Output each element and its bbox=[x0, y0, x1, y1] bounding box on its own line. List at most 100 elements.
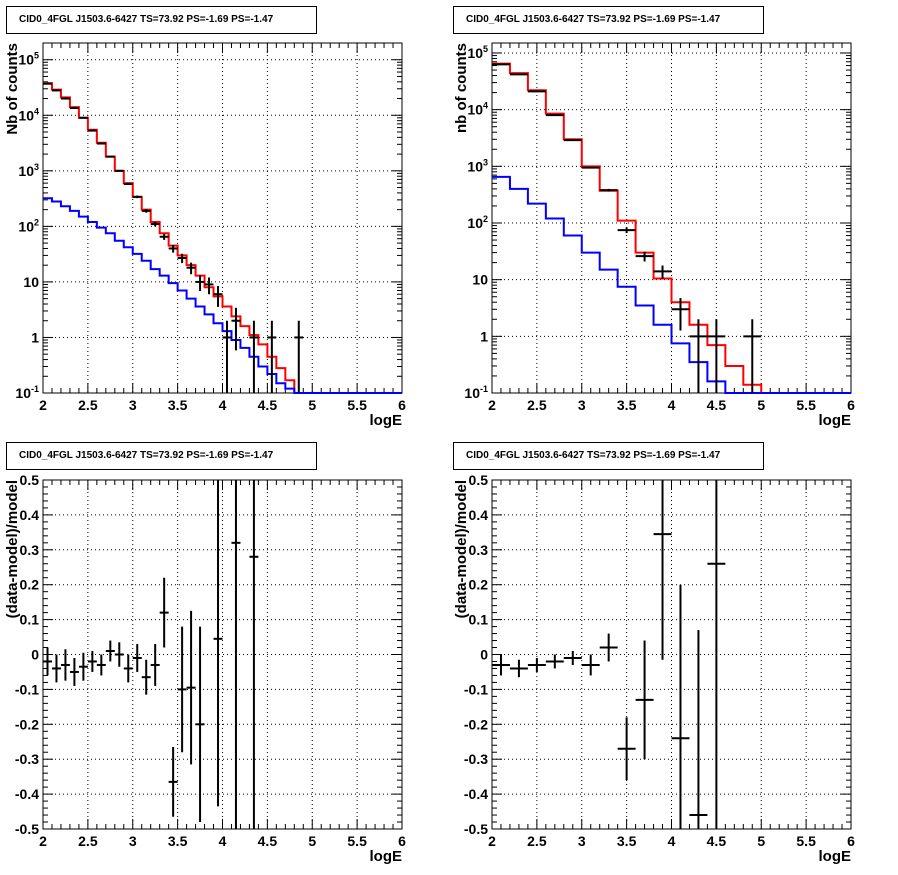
x-tick-label: 3 bbox=[578, 833, 586, 849]
y-tick-label: 1 bbox=[480, 328, 488, 344]
y-tick-label: 0.3 bbox=[20, 542, 40, 558]
x-tick-label: 3 bbox=[129, 833, 137, 849]
x-tick-label: 5.5 bbox=[347, 833, 367, 849]
data-point bbox=[150, 221, 160, 227]
y-tick-label: 0 bbox=[480, 647, 488, 663]
chart-title: CID0_4FGL J1503.6-6427 TS=73.92 PS=-1.69… bbox=[453, 442, 764, 470]
x-tick-label: 5 bbox=[308, 833, 316, 849]
data-point bbox=[78, 116, 88, 119]
residual-point bbox=[563, 651, 582, 665]
residual-point bbox=[141, 659, 151, 695]
y-tick-label: 0.5 bbox=[20, 472, 40, 488]
residual-point bbox=[105, 640, 115, 662]
residual-point bbox=[509, 659, 528, 678]
y-tick-label: 10-1 bbox=[15, 384, 39, 401]
x-tick-label: 5.5 bbox=[796, 397, 816, 413]
data-point bbox=[563, 139, 582, 142]
data-point bbox=[186, 262, 196, 275]
x-tick-label: 3 bbox=[129, 397, 137, 413]
x-tick-label: 3.5 bbox=[617, 833, 637, 849]
x-tick-label: 4.5 bbox=[707, 833, 727, 849]
residual-point bbox=[213, 480, 223, 807]
plot-frame bbox=[491, 42, 852, 394]
y-tick-label: -0.5 bbox=[464, 821, 488, 837]
data-point bbox=[707, 319, 726, 393]
x-tick-label: 5 bbox=[308, 397, 316, 413]
y-tick-label: -0.2 bbox=[464, 716, 488, 732]
y-tick-label: 103 bbox=[467, 157, 488, 174]
data-point bbox=[581, 166, 600, 169]
residual-point bbox=[43, 647, 52, 676]
x-tick-label: 5.5 bbox=[347, 397, 367, 413]
x-tick-label: 2 bbox=[39, 397, 47, 413]
data-point bbox=[105, 155, 115, 158]
y-tick-label: 102 bbox=[18, 217, 39, 234]
residual-point bbox=[78, 652, 88, 681]
x-tick-label: 3.5 bbox=[617, 397, 637, 413]
residual-point bbox=[671, 584, 690, 829]
residual-point bbox=[123, 654, 133, 683]
residual-point bbox=[635, 640, 654, 760]
y-axis-label: nb of counts bbox=[453, 43, 470, 133]
x-tick-label: 2.5 bbox=[78, 397, 98, 413]
data-point bbox=[96, 142, 106, 145]
x-axis-label: logE bbox=[370, 412, 403, 429]
residual-point bbox=[186, 610, 196, 765]
data-point bbox=[213, 285, 223, 307]
x-tick-label: 4 bbox=[219, 833, 227, 849]
chart-title: CID0_4FGL J1503.6-6427 TS=73.92 PS=-1.69… bbox=[6, 6, 317, 34]
y-tick-label: 0.1 bbox=[469, 612, 489, 628]
tick-labels: 2 2.5 3 3.5 4 4.5 5 5.5 6 -0.5 -0.4 -0.3 -0.2 -0.1 0 0.… bbox=[464, 472, 855, 849]
y-tick-label: 0.4 bbox=[469, 507, 489, 523]
x-tick-label: 2 bbox=[488, 397, 496, 413]
residual-point bbox=[653, 480, 672, 660]
residual-point bbox=[617, 717, 636, 781]
y-tick-label: 0.3 bbox=[469, 542, 489, 558]
y-tick-label: 0.5 bbox=[469, 472, 489, 488]
axis-ticks bbox=[42, 42, 403, 394]
model-histogram-1 bbox=[492, 62, 851, 394]
y-axis-label: Nb of counts bbox=[4, 43, 21, 135]
y-tick-label: 104 bbox=[467, 101, 488, 118]
residual-point bbox=[132, 644, 142, 672]
residual-point bbox=[195, 626, 205, 823]
y-tick-label: -0.3 bbox=[15, 751, 39, 767]
data-point bbox=[204, 277, 214, 295]
residual-point bbox=[707, 480, 726, 829]
data-point bbox=[599, 188, 618, 192]
data-point bbox=[195, 275, 205, 292]
data-point bbox=[653, 265, 672, 280]
data-point bbox=[671, 298, 690, 331]
residual-point bbox=[114, 642, 124, 667]
y-tick-label: 10-1 bbox=[464, 384, 488, 401]
data-point bbox=[635, 251, 654, 262]
data-point bbox=[123, 182, 133, 185]
residual-point bbox=[599, 633, 618, 662]
chart-panel-2: 2 2.5 3 3.5 4 4.5 5 5.5 6 10-1 1 10 102 103 104 105 logE… bbox=[453, 42, 855, 429]
chart-panel-1: 2 2.5 3 3.5 4 4.5 5 5.5 6 10-1 1 10 102 103 104 105 logE… bbox=[4, 42, 406, 429]
y-tick-label: -0.3 bbox=[464, 751, 488, 767]
residual-point bbox=[69, 657, 79, 686]
grid-lines bbox=[492, 480, 851, 829]
tick-labels: 2 2.5 3 3.5 4 4.5 5 5.5 6 -0.5 -0.4 -0.3 -0.2 -0.1 0 0.… bbox=[15, 472, 406, 849]
data-point bbox=[545, 114, 564, 117]
chart-panel-3: 2 2.5 3 3.5 4 4.5 5 5.5 6 -0.5 -0.4 -0.3 -0.2 -0.1 0 0.… bbox=[4, 472, 406, 865]
residual-point bbox=[150, 644, 160, 686]
x-tick-label: 2.5 bbox=[78, 833, 98, 849]
y-tick-label: -0.5 bbox=[15, 821, 39, 837]
x-tick-label: 3.5 bbox=[168, 833, 188, 849]
chart-panel-4: 2 2.5 3 3.5 4 4.5 5 5.5 6 -0.5 -0.4 -0.3 -0.2 -0.1 0 0.… bbox=[453, 472, 855, 865]
residual-point bbox=[87, 651, 97, 672]
plot-frame bbox=[42, 42, 403, 394]
data-point bbox=[617, 227, 636, 234]
y-tick-label: 10 bbox=[23, 274, 39, 290]
residual-point bbox=[60, 649, 70, 681]
y-tick-label: 0.2 bbox=[20, 577, 40, 593]
x-tick-label: 5.5 bbox=[796, 833, 816, 849]
residual-point bbox=[177, 626, 187, 753]
data-point bbox=[222, 320, 232, 393]
residual-point bbox=[527, 657, 546, 672]
x-tick-label: 5 bbox=[757, 397, 765, 413]
y-tick-label: 104 bbox=[18, 106, 39, 123]
